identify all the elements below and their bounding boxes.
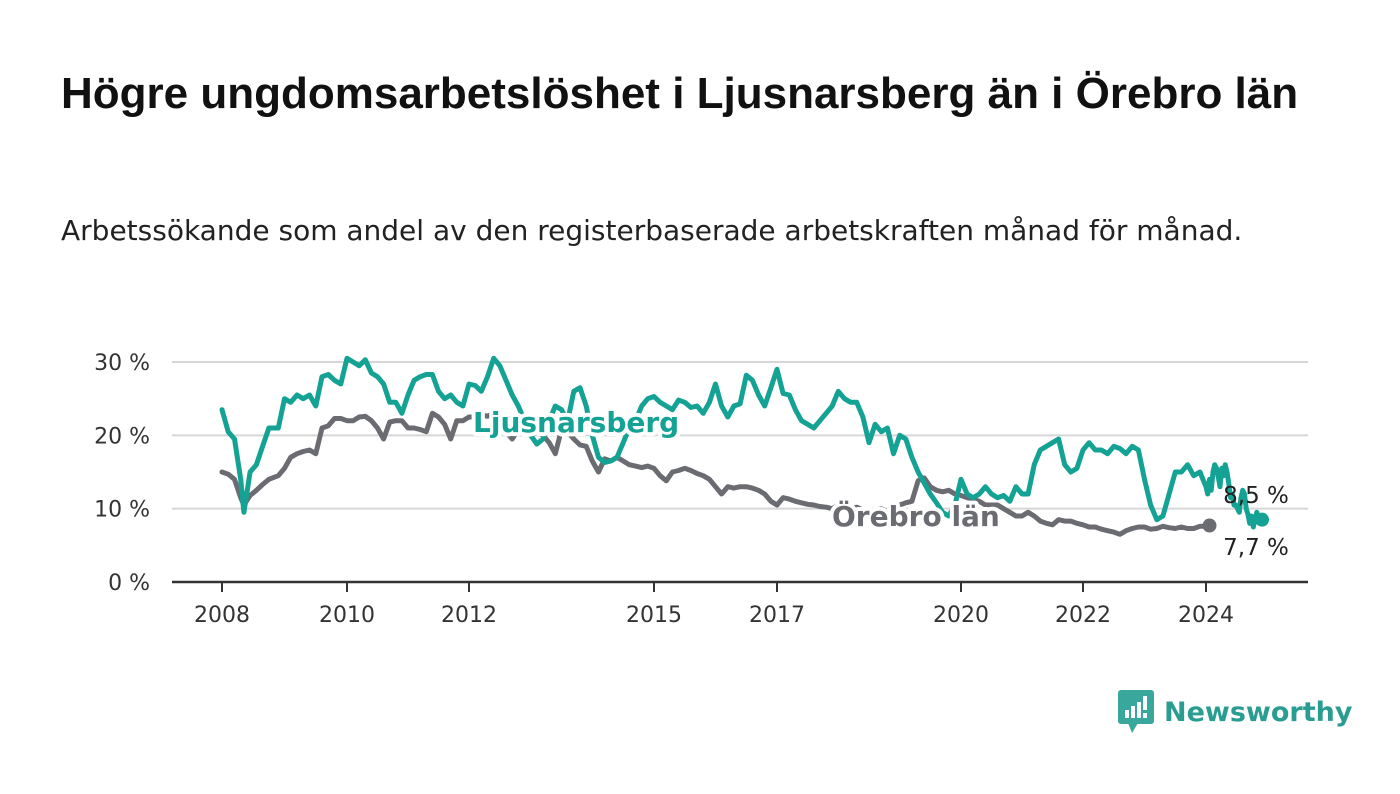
x-axis: 2008 2010 2012 2015 2017 2020 2022 2024 [172, 580, 1308, 628]
end-value-label: 8,5 % [1223, 483, 1289, 509]
x-tick-label: 2024 [1178, 603, 1234, 628]
newsworthy-logo-icon [1118, 690, 1154, 733]
series-label: Ljusnarsberg [473, 406, 679, 439]
y-axis: 0 % 10 % 20 % 30 % [94, 351, 150, 596]
end-value-label: 7,7 % [1223, 535, 1289, 561]
x-tick-label: 2020 [933, 603, 989, 628]
y-tick-label: 20 % [94, 424, 150, 449]
series-end-point [1255, 512, 1269, 527]
series-end-point [1202, 518, 1217, 533]
x-tick-label: 2015 [626, 603, 682, 628]
series-line-orebro-lan [219, 410, 1212, 537]
brand-name: Newsworthy [1164, 696, 1353, 728]
chart-subtitle: Arbetssökande som andel av den registerb… [61, 214, 1243, 247]
series-line-ljusnarsberg [219, 355, 1265, 530]
x-tick-label: 2017 [749, 603, 805, 628]
y-tick-label: 0 % [108, 571, 150, 596]
x-tick-label: 2010 [319, 603, 375, 628]
newsworthy-brand: Newsworthy [1118, 690, 1352, 734]
x-tick-label: 2022 [1055, 603, 1111, 628]
series-lines [219, 355, 1269, 537]
x-tick-label: 2008 [194, 603, 250, 628]
chart-title: Högre ungdomsarbetslöshet i Ljusnarsberg… [61, 69, 1299, 118]
series-label: Örebro län [832, 499, 1000, 533]
series-label-halo: Ljusnarsberg [473, 406, 679, 439]
series-label-halo: Örebro län [832, 499, 1000, 533]
y-tick-label: 30 % [94, 351, 150, 376]
y-tick-label: 10 % [94, 498, 150, 523]
x-tick-label: 2012 [441, 603, 497, 628]
